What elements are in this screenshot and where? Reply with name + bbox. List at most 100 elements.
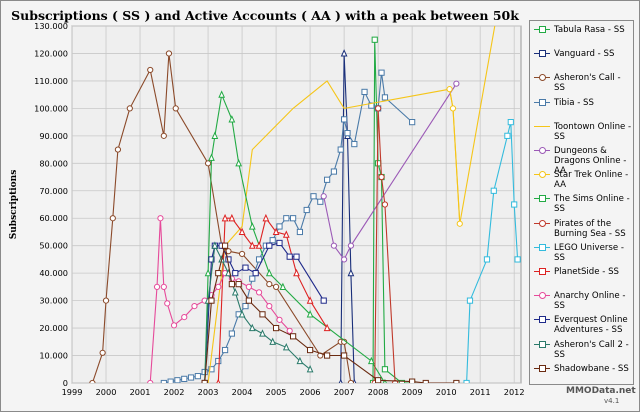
y-tick-label: 130.000 — [34, 21, 68, 31]
x-tick-label: 2005 — [266, 387, 287, 397]
data-point — [172, 105, 179, 112]
data-point — [248, 222, 256, 230]
data-point — [215, 283, 222, 290]
legend-label: Tabula Rasa - SS — [554, 25, 625, 35]
data-point — [293, 253, 300, 260]
data-point — [286, 253, 293, 260]
data-point — [283, 215, 290, 222]
data-point — [272, 324, 280, 332]
data-point — [255, 241, 263, 249]
data-point — [242, 303, 249, 310]
data-point — [102, 297, 110, 304]
data-point — [265, 268, 273, 277]
data-point — [235, 159, 243, 167]
data-point — [187, 374, 195, 381]
legend-marker — [539, 268, 546, 275]
data-point — [242, 264, 249, 271]
y-tick-label: 30.000 — [39, 296, 68, 306]
data-point — [347, 379, 355, 383]
legend-label: Dungeons & Dragons Online - AA — [554, 146, 627, 176]
legend-marker — [539, 50, 546, 58]
data-point — [208, 153, 215, 161]
data-point — [296, 356, 304, 365]
data-point — [323, 323, 331, 332]
y-tick-label: 40.000 — [39, 268, 68, 278]
data-point — [507, 119, 514, 126]
data-point — [126, 105, 133, 112]
data-point — [347, 268, 355, 277]
legend-label: PlanetSide - SS — [554, 267, 619, 277]
legend-marker — [539, 171, 546, 179]
x-tick-label: 2003 — [198, 387, 219, 397]
data-point — [157, 215, 164, 222]
data-point — [167, 378, 174, 383]
data-point — [307, 346, 314, 354]
data-point — [422, 379, 429, 383]
x-tick-label: 2007 — [334, 387, 355, 397]
data-point — [194, 373, 201, 380]
data-point — [466, 297, 474, 304]
data-point — [310, 193, 317, 200]
version-text: v4.1 — [604, 397, 620, 405]
data-point — [320, 193, 327, 200]
data-point — [181, 313, 188, 321]
y-tick-label: 110.000 — [34, 76, 68, 86]
data-point — [347, 242, 355, 249]
data-point — [381, 201, 389, 208]
data-point — [266, 281, 273, 288]
data-point — [456, 220, 463, 227]
data-point — [330, 168, 338, 175]
data-point — [317, 198, 324, 205]
data-point — [449, 105, 457, 112]
data-point — [255, 256, 263, 263]
legend-label: Shadowbane - SS — [554, 363, 629, 374]
data-point — [337, 146, 344, 153]
data-point — [160, 379, 167, 383]
data-point — [453, 80, 460, 87]
chart-legend: Tabula Rasa - SS Vanguard - SS Asheron's C… — [529, 20, 634, 385]
data-point — [215, 357, 222, 365]
data-point — [218, 90, 226, 98]
data-point — [463, 379, 470, 383]
data-point — [344, 130, 351, 137]
legend-marker — [539, 340, 546, 348]
data-point — [215, 270, 222, 277]
data-point — [228, 213, 236, 222]
data-point — [367, 356, 375, 365]
data-point — [279, 282, 287, 290]
y-tick-label: 70.000 — [39, 186, 68, 196]
data-point — [181, 375, 188, 382]
legend-marker — [539, 26, 546, 33]
series-line — [466, 121, 519, 383]
data-point — [306, 364, 314, 373]
x-tick-label: 2011 — [470, 387, 491, 397]
legend-label: Everquest Online Adventures - SS — [554, 315, 628, 336]
data-point — [320, 297, 327, 304]
data-point — [211, 131, 219, 139]
y-tick-label: 60.000 — [39, 213, 68, 223]
data-point — [351, 140, 358, 148]
data-point — [191, 303, 198, 310]
legend-marker — [539, 364, 546, 372]
x-tick-label: 2009 — [402, 387, 423, 397]
data-point — [221, 213, 229, 222]
data-point — [114, 146, 122, 153]
data-point — [338, 378, 343, 383]
y-tick-label: 80.000 — [39, 158, 68, 168]
data-point — [409, 119, 416, 126]
data-point — [235, 281, 242, 288]
data-point — [259, 311, 266, 318]
x-tick-label: 2010 — [436, 387, 457, 397]
data-point — [208, 366, 215, 373]
data-point — [378, 69, 385, 76]
legend-marker — [539, 74, 546, 82]
data-point — [382, 378, 387, 383]
data-point — [204, 268, 212, 277]
legend-label: Toontown Online - SS — [554, 121, 632, 142]
data-point — [249, 275, 256, 282]
y-tick-label: 20.000 — [39, 323, 68, 333]
data-point — [228, 281, 235, 288]
data-point — [276, 316, 283, 323]
y-tick-label: 90.000 — [39, 131, 68, 141]
data-point — [514, 256, 521, 263]
